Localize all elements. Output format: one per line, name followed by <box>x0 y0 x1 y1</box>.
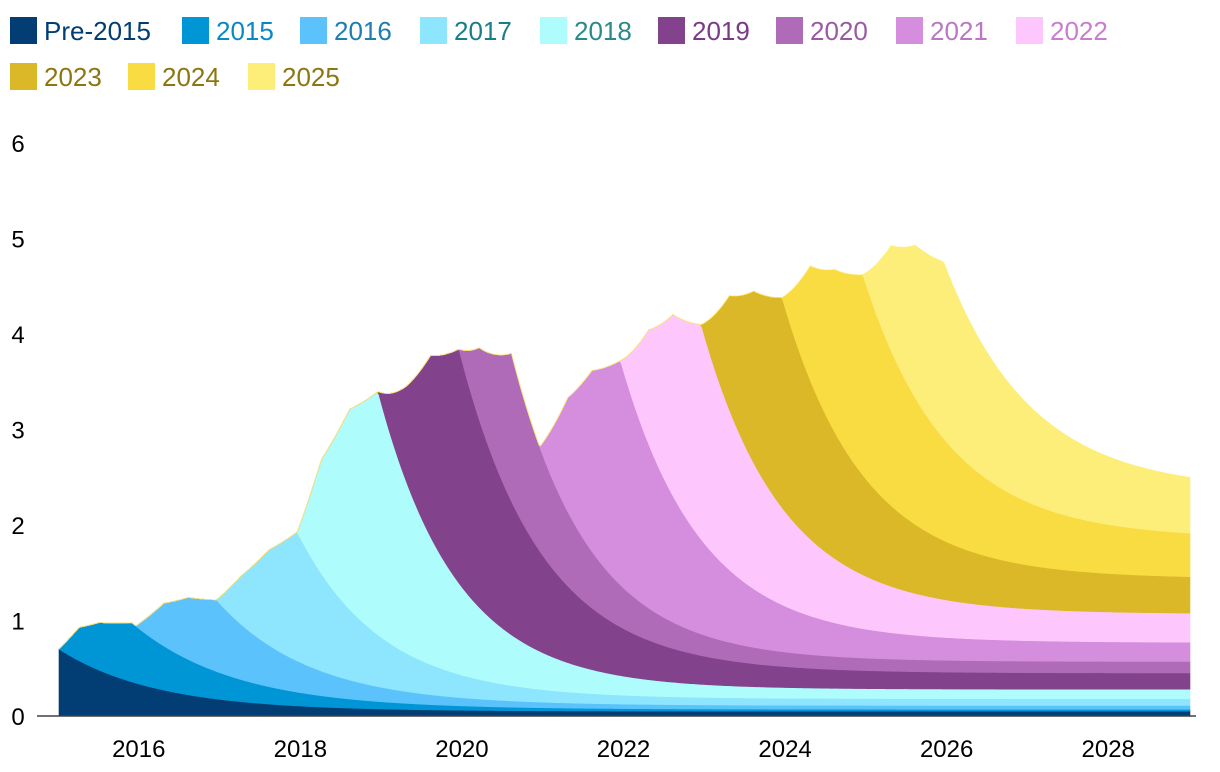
legend-label-pre-2015: Pre-2015 <box>44 16 151 46</box>
y-tick-label: 2 <box>11 513 24 540</box>
legend-swatch-2016 <box>300 17 327 44</box>
x-tick-label: 2020 <box>435 736 488 763</box>
legend-label-2024: 2024 <box>162 62 220 92</box>
legend-swatch-2024 <box>128 63 155 90</box>
area-series-2025 <box>58 244 1191 650</box>
x-tick-label: 2022 <box>597 736 650 763</box>
plot-area <box>58 244 1191 717</box>
legend-label-2023: 2023 <box>44 62 102 92</box>
legend-label-2020: 2020 <box>810 16 868 46</box>
legend: Pre-2015 2015 2016 2017 2018 2019 2020 2021 2022… <box>10 16 1108 92</box>
x-tick-label: 2028 <box>1082 736 1135 763</box>
legend-swatch-2020 <box>776 17 803 44</box>
y-tick-label: 1 <box>11 609 24 636</box>
legend-swatch-2019 <box>658 17 685 44</box>
legend-swatch-2018 <box>540 17 567 44</box>
x-tick-label: 2024 <box>758 736 811 763</box>
y-tick-label: 3 <box>11 418 24 445</box>
legend-label-2019: 2019 <box>692 16 750 46</box>
legend-label-2022: 2022 <box>1050 16 1108 46</box>
legend-label-2017: 2017 <box>454 16 512 46</box>
legend-label-2018: 2018 <box>574 16 632 46</box>
legend-swatch-2015 <box>182 17 209 44</box>
legend-swatch-2022 <box>1016 17 1043 44</box>
y-tick-label: 0 <box>11 704 24 731</box>
y-axis: 0 1 2 3 4 5 6 <box>11 131 24 731</box>
x-tick-label: 2016 <box>112 736 165 763</box>
legend-swatch-pre-2015 <box>10 17 37 44</box>
legend-label-2015: 2015 <box>216 16 274 46</box>
x-axis: 2016 2018 2020 2022 2024 2026 2028 <box>112 736 1135 763</box>
x-tick-label: 2018 <box>274 736 327 763</box>
legend-label-2016: 2016 <box>334 16 392 46</box>
legend-swatch-2021 <box>896 17 923 44</box>
y-tick-label: 6 <box>11 131 24 158</box>
legend-swatch-2025 <box>248 63 275 90</box>
legend-label-2021: 2021 <box>930 16 988 46</box>
legend-swatch-2023 <box>10 63 37 90</box>
legend-swatch-2017 <box>420 17 447 44</box>
y-tick-label: 5 <box>11 227 24 254</box>
legend-label-2025: 2025 <box>282 62 340 92</box>
x-tick-label: 2026 <box>920 736 973 763</box>
y-tick-label: 4 <box>11 322 24 349</box>
